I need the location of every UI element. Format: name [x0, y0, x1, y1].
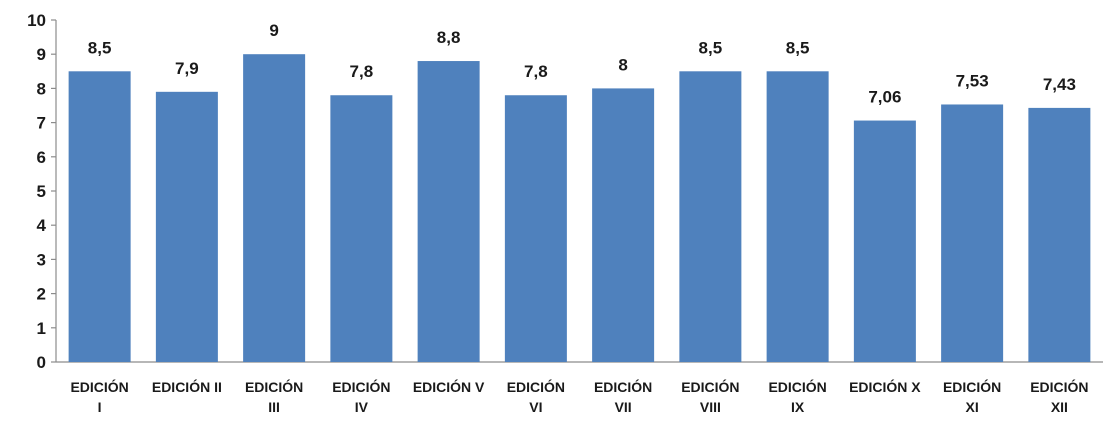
category-label: IV	[355, 399, 369, 415]
data-label: 7,06	[868, 88, 901, 107]
category-label: IX	[791, 399, 805, 415]
y-tick-label: 9	[37, 45, 46, 64]
data-label: 8,5	[88, 38, 112, 57]
bar	[1028, 107, 1091, 362]
bar	[592, 88, 655, 363]
data-labels: 8,5 7,9 9 7,8 8,8 7,8 8 8,5 8,5 7,06 7,53 7,43	[88, 21, 1076, 106]
y-axis: 0 1 2 3 4 5 6 7 8 9 10	[27, 11, 1103, 372]
y-tick-label: 10	[27, 11, 46, 30]
category-label: VIII	[700, 399, 721, 415]
category-label: EDICIÓN	[245, 378, 303, 395]
bar	[504, 95, 567, 363]
data-label: 9	[269, 21, 278, 40]
data-label: 7,8	[350, 62, 374, 81]
y-tick-label: 8	[37, 79, 46, 98]
data-label: 7,53	[956, 71, 989, 90]
data-label: 7,43	[1043, 75, 1076, 94]
x-axis-categories: EDICIÓN I EDICIÓN II EDICIÓN III EDICIÓN IV EDI…	[70, 378, 1088, 415]
data-label: 8,5	[699, 38, 723, 57]
bar	[243, 54, 306, 362]
category-label: EDICIÓN X	[849, 378, 921, 395]
category-label: EDICIÓN	[768, 378, 826, 395]
y-tick-label: 7	[37, 114, 46, 133]
category-label: EDICIÓN	[332, 378, 390, 395]
category-label: EDICIÓN	[70, 378, 128, 395]
category-label: EDICIÓN V	[413, 378, 485, 395]
category-label: VI	[529, 399, 542, 415]
data-label: 8	[618, 55, 627, 74]
bar	[417, 61, 480, 362]
bar	[330, 95, 393, 363]
bar	[941, 104, 1004, 362]
bar	[853, 120, 916, 362]
category-label: EDICIÓN	[507, 378, 565, 395]
y-tick-label: 4	[37, 216, 47, 235]
y-tick-label: 6	[37, 148, 46, 167]
bars	[68, 54, 1091, 363]
category-label: III	[268, 399, 280, 415]
category-label: EDICIÓN	[943, 378, 1001, 395]
category-label: XI	[966, 399, 979, 415]
y-tick-label: 0	[37, 353, 46, 372]
bar	[679, 71, 742, 363]
data-label: 7,9	[175, 59, 199, 78]
y-tick-label: 1	[37, 319, 46, 338]
bar	[766, 71, 829, 363]
category-label: EDICIÓN	[1030, 378, 1088, 395]
y-tick-label: 5	[37, 182, 46, 201]
category-label: XII	[1051, 399, 1068, 415]
category-label: EDICIÓN II	[152, 378, 222, 395]
y-tick-label: 2	[37, 285, 46, 304]
bar	[155, 91, 218, 362]
category-label: EDICIÓN	[594, 378, 652, 395]
data-label: 8,5	[786, 38, 810, 57]
data-label: 8,8	[437, 28, 461, 47]
category-label: VII	[615, 399, 632, 415]
y-tick-label: 3	[37, 250, 46, 269]
data-label: 7,8	[524, 62, 548, 81]
category-label: I	[98, 399, 102, 415]
category-label: EDICIÓN	[681, 378, 739, 395]
bar	[68, 71, 131, 363]
